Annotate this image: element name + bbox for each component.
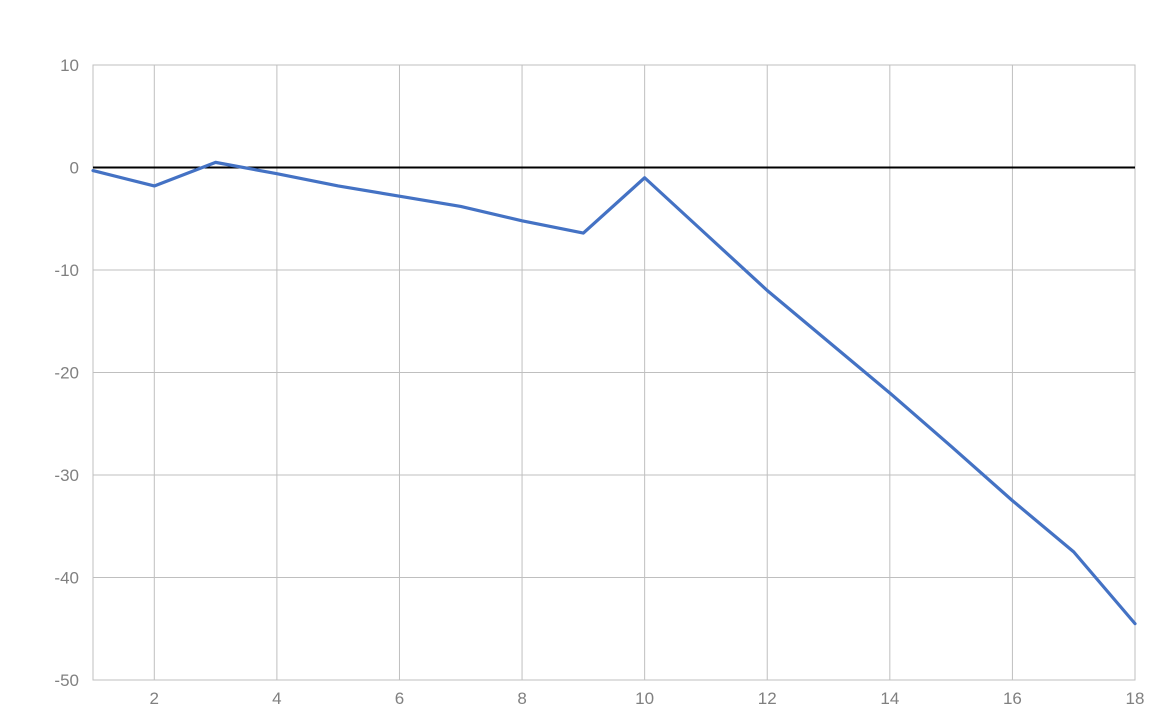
y-tick-label: -20: [54, 364, 79, 383]
chart-container: March 2020 retail footfall 100-10-20-30-…: [0, 0, 1160, 717]
y-tick-label: -10: [54, 261, 79, 280]
x-tick-label: 6: [395, 689, 404, 708]
y-tick-label: 10: [60, 56, 79, 75]
x-tick-label: 10: [635, 689, 654, 708]
x-tick-label: 18: [1126, 689, 1145, 708]
chart-svg: 10 0 -10 -20 -30 -40 -50 2 4 6 8 10 12 14 16 18: [0, 0, 1160, 717]
y-tick-label: 0: [70, 159, 79, 178]
y-tick-label: -30: [54, 466, 79, 485]
x-tick-label: 2: [150, 689, 159, 708]
x-tick-label: 12: [758, 689, 777, 708]
x-tick-label: 14: [880, 689, 899, 708]
x-tick-label: 4: [272, 689, 281, 708]
y-tick-label: -50: [54, 671, 79, 690]
y-tick-label: -40: [54, 569, 79, 588]
x-tick-label: 8: [517, 689, 526, 708]
x-tick-label: 16: [1003, 689, 1022, 708]
